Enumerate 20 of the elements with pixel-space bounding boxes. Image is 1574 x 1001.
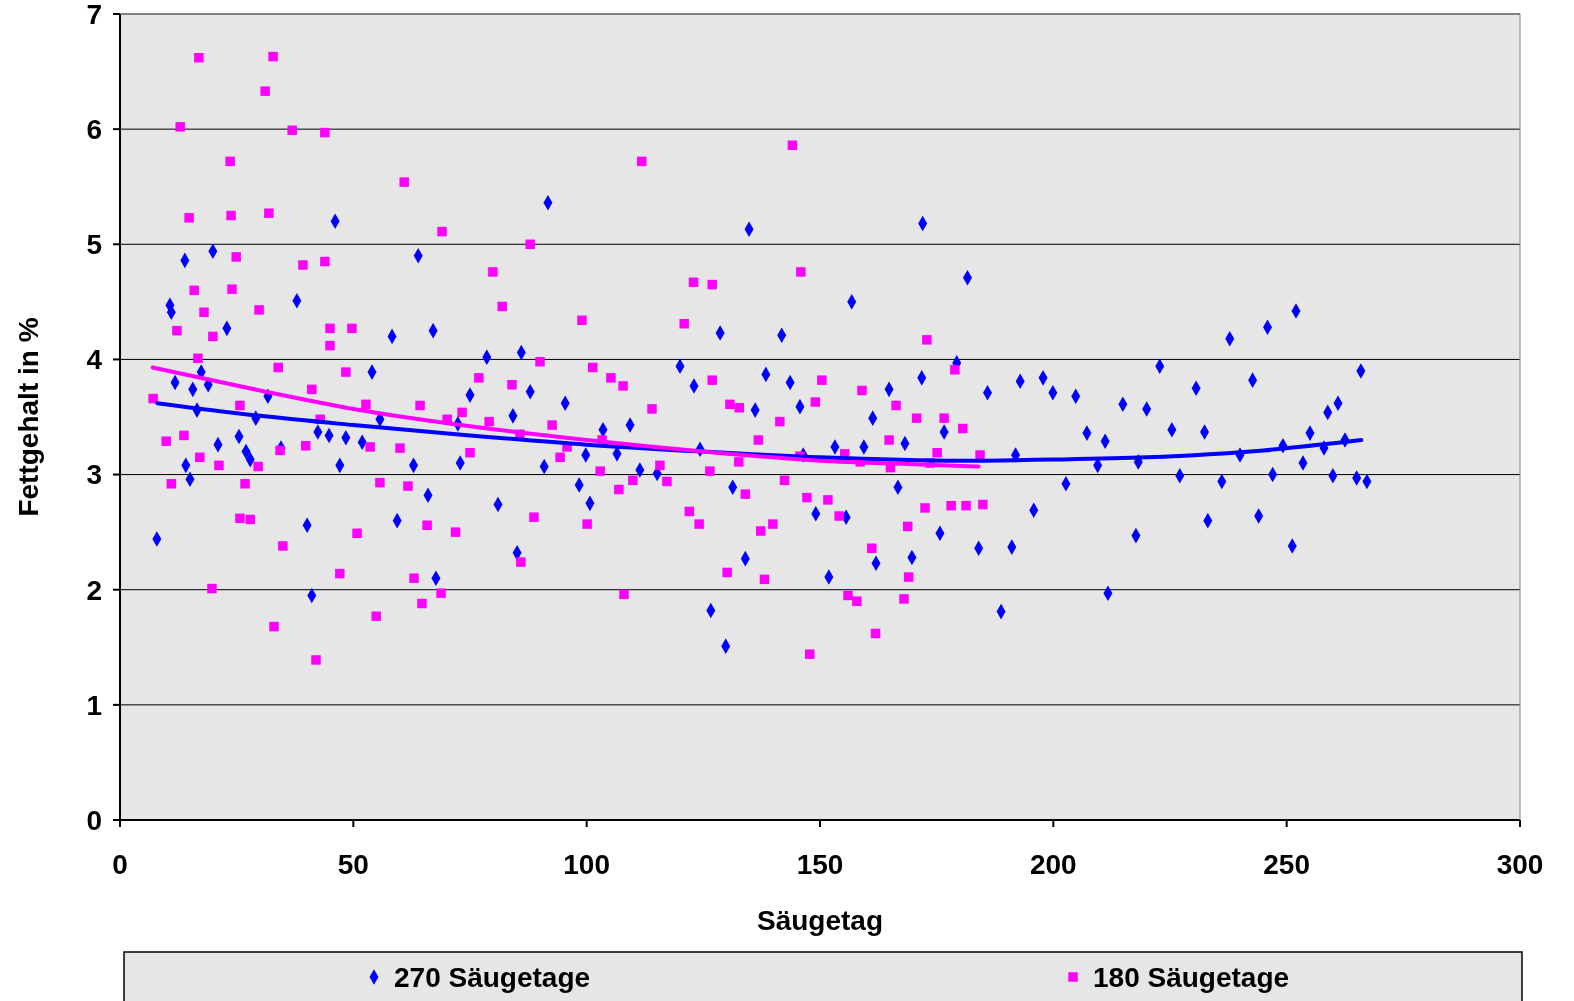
y-axis-title: Fettgehalt in % — [13, 317, 44, 517]
legend-label: 180 Säugetage — [1093, 962, 1290, 993]
y-tick-label: 2 — [86, 574, 102, 606]
x-tick-label: 300 — [1496, 849, 1544, 880]
y-tick-label: 1 — [86, 689, 102, 721]
y-tick-label: 5 — [86, 229, 102, 261]
x-tick-label: 0 — [112, 849, 128, 880]
x-tick-label: 150 — [796, 849, 844, 880]
x-tick-label: 50 — [337, 849, 369, 880]
y-tick-label: 3 — [86, 459, 102, 491]
legend-label: 270 Säugetage — [394, 962, 591, 993]
y-tick-label: 0 — [86, 804, 102, 836]
x-tick-label: 200 — [1029, 849, 1077, 880]
y-tick-label: 7 — [86, 0, 102, 30]
y-tick-label: 6 — [86, 113, 102, 145]
y-tick-label: 4 — [86, 344, 103, 376]
line-series — [150, 365, 981, 469]
x-tick-label: 100 — [563, 849, 611, 880]
x-axis-title: Säugetag — [756, 905, 884, 936]
x-tick-label: 250 — [1263, 849, 1311, 880]
